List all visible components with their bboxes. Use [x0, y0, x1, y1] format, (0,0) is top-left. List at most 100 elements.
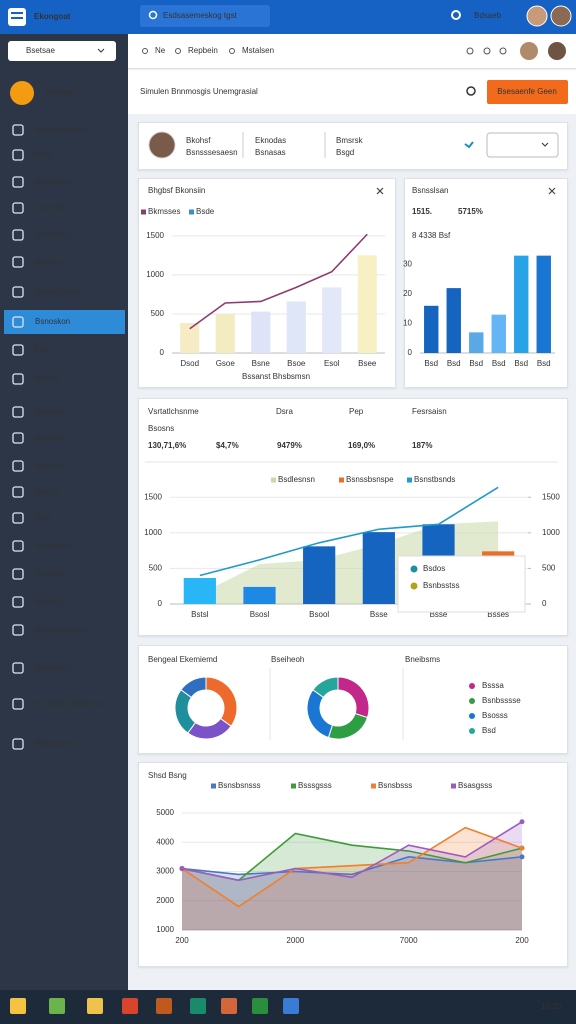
nav-icon — [12, 202, 24, 214]
stat-label: Fesrsaisn — [412, 407, 447, 416]
bar — [286, 301, 306, 353]
logo-icon — [11, 12, 23, 14]
search-box[interactable] — [140, 5, 270, 27]
chart-card — [138, 762, 568, 967]
y2-tick-label: 0 — [542, 599, 547, 608]
legend-label: Bsssgsss — [298, 781, 332, 790]
stat: 1515. — [412, 207, 432, 216]
x-tick-label: 7000 — [400, 936, 418, 945]
area — [182, 821, 522, 930]
search-icon[interactable] — [451, 10, 461, 20]
legend-label: Bsdlesnsn — [278, 475, 315, 484]
taskbar-icon[interactable] — [10, 998, 26, 1014]
taskbar-icon[interactable] — [156, 998, 172, 1014]
x-tick-label: Bsd — [492, 359, 506, 368]
nav-item: Bsngbkeis — [35, 177, 72, 186]
stat: 5715% — [458, 207, 483, 216]
y-tick-label: 2000 — [156, 896, 174, 905]
chevron — [541, 142, 549, 147]
y2-tick-label: 1000 — [542, 528, 560, 537]
nav-icon — [12, 316, 24, 328]
page-title: Simulen Bnnmosgis Unemgrasial — [140, 87, 258, 96]
avatar — [520, 42, 538, 60]
y-tick-label: 1000 — [144, 528, 162, 537]
sidebar — [0, 34, 128, 990]
toolbar-icon[interactable] — [466, 47, 474, 55]
chart-title: Bsnsslsan — [412, 186, 448, 195]
legend-label: Bsde — [196, 207, 215, 216]
x-tick-label: Bsse — [430, 610, 448, 619]
y-tick-label: 0 — [408, 348, 413, 357]
taskbar-icon[interactable] — [190, 998, 206, 1014]
stat-value: 9479% — [277, 441, 302, 450]
avatar — [550, 5, 572, 27]
y-tick-label: 4000 — [156, 837, 174, 846]
legend-swatch — [339, 477, 344, 483]
check-icon — [464, 141, 474, 149]
legend-swatch — [141, 209, 146, 215]
taskbar-icon[interactable] — [283, 998, 299, 1014]
nav-icon — [12, 568, 24, 580]
legend-swatch — [407, 477, 412, 483]
legend-title: Bneibsms — [405, 655, 440, 664]
taskbar-icon[interactable] — [252, 998, 268, 1014]
line — [199, 486, 499, 577]
toolbar-item: Mstalsen — [242, 46, 274, 55]
nav-icon — [12, 486, 24, 498]
taskbar-icon[interactable] — [49, 998, 65, 1014]
x-tick-label: Dsod — [180, 359, 199, 368]
close-icon[interactable] — [548, 187, 556, 195]
legend-swatch — [189, 209, 194, 215]
taskbar-icon[interactable] — [122, 998, 138, 1014]
toolbar-icon[interactable] — [499, 47, 507, 55]
y-tick-label: 20 — [403, 289, 412, 298]
toolbar-icon — [175, 48, 181, 54]
nav-item: Esst — [35, 345, 51, 354]
nav-item: Bsnsbsam — [35, 541, 73, 550]
nav-item: Bsnsisn — [35, 597, 63, 606]
nav-item: Nemsing Ssesbeas — [35, 699, 104, 708]
x-tick-label: Bstsl — [191, 610, 209, 619]
x-axis-label: Bssanst Bhsbsmsn — [242, 372, 310, 381]
chart-title: Shsd Bsng — [148, 771, 187, 780]
x-tick-label: Bsd — [447, 359, 461, 368]
stat-value: 187% — [412, 441, 432, 450]
x-tick-label: Bsne — [252, 359, 271, 368]
nav-item: Ghst — [35, 513, 53, 522]
chevron — [97, 48, 105, 53]
nav-item: Bsosmegkleys — [35, 125, 87, 134]
y-tick-label: 3000 — [156, 867, 174, 876]
legend-swatch — [211, 783, 216, 789]
nav-item: Bsnseans — [35, 663, 70, 672]
legend-swatch — [469, 713, 475, 719]
action-button[interactable] — [487, 80, 568, 104]
chart-subtitle: 8 4338 Bsf — [412, 231, 451, 240]
dropdown[interactable] — [486, 132, 559, 158]
stat-label: Vsrtatlchsnme — [148, 407, 199, 416]
taskbar-icon[interactable] — [87, 998, 103, 1014]
nav-icon — [12, 124, 24, 136]
taskbar-icon[interactable] — [221, 998, 237, 1014]
nav-icon — [12, 256, 24, 268]
tooltip-dot — [410, 582, 418, 590]
nav-item: Bsoms — [35, 374, 59, 383]
x-tick-label: Bsses — [487, 610, 509, 619]
chart-title: Bseiheoh — [271, 655, 304, 664]
donut-slice — [337, 676, 370, 719]
clock: 10:20 — [541, 1002, 562, 1011]
x-tick-label: 2000 — [286, 936, 304, 945]
bar — [180, 322, 200, 353]
selector[interactable] — [8, 41, 116, 61]
point — [519, 854, 525, 860]
x-tick-label: Bsool — [309, 610, 329, 619]
donut-slice — [312, 676, 339, 699]
close-icon[interactable] — [376, 187, 384, 195]
legend-swatch — [469, 683, 475, 689]
toolbar-icon — [142, 48, 148, 54]
toolbar-icon[interactable] — [483, 47, 491, 55]
nav-item: Eseukeis — [35, 203, 67, 212]
x-tick-label: Bsd — [469, 359, 483, 368]
legend-swatch — [469, 698, 475, 704]
nav-item: Bseng — [35, 487, 58, 496]
